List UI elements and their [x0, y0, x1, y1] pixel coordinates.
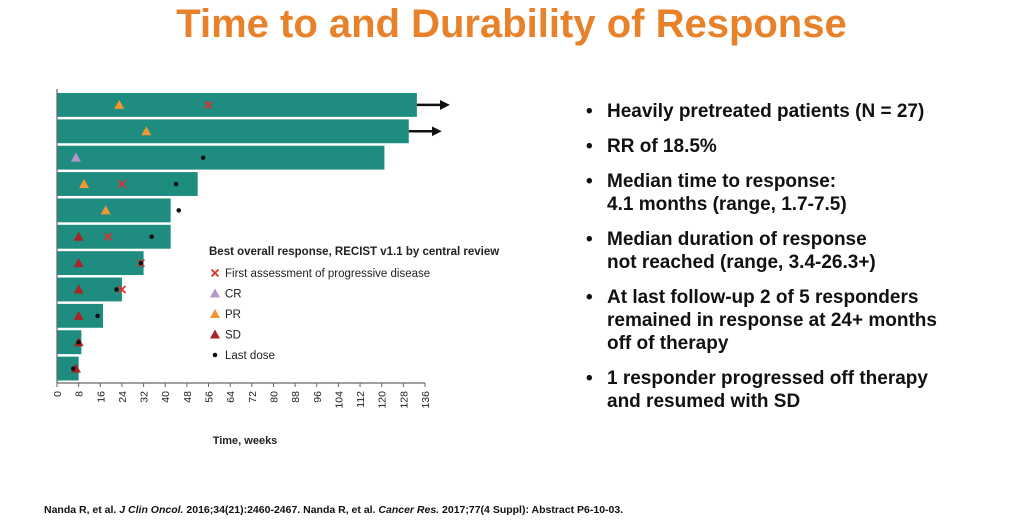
x-tick-label: 48: [182, 391, 194, 403]
last-dose-marker: [149, 234, 155, 240]
legend-cr-icon: [210, 288, 220, 298]
bullet-line: 4.1 months (range, 1.7-7.5): [607, 194, 847, 215]
bullet-item: RR of 18.5%: [586, 135, 1006, 158]
pd-cross-stroke: [210, 268, 220, 278]
bullet-line: off of therapy: [607, 333, 729, 354]
citation-text-3: 2017;77(4 Suppl): Abstract P6-10-03.: [439, 504, 624, 516]
last-dose-marker: [138, 260, 144, 266]
bullet-item: Median time to response:4.1 months (rang…: [586, 170, 1006, 216]
sd-response-marker: [73, 310, 84, 320]
patient-bar: [57, 251, 144, 276]
citation-journal-1: J Clin Oncol.: [119, 504, 184, 516]
progression-marker: [117, 179, 127, 189]
x-tick-label: 56: [204, 391, 216, 403]
bullet-line: Heavily pretreated patients (N = 27): [607, 101, 925, 122]
progression-marker: [204, 100, 213, 110]
patient-bar: [57, 198, 171, 223]
pr-response-marker: [114, 99, 125, 109]
x-tick-label: 64: [225, 391, 237, 403]
x-tick-label: 120: [377, 391, 389, 409]
pd-cross-stroke: [117, 179, 127, 189]
last-dose-marker: [95, 313, 100, 319]
patient-bar: [57, 172, 198, 196]
pr-response-marker: [79, 179, 90, 189]
bars-layer: [57, 93, 450, 381]
progression-marker: [104, 232, 113, 241]
x-tick-label: 32: [139, 391, 151, 403]
patient-bar: [57, 119, 409, 144]
pd-cross-stroke: [117, 285, 127, 294]
patient-bar: [57, 356, 79, 381]
pd-cross-stroke: [104, 232, 113, 241]
x-ticks: 0 8 16 24 32 40 48 56 64 72 80 88 96 104 112 120 128 136: [52, 383, 432, 409]
patient-bar: [57, 93, 417, 117]
last-dose-marker: [70, 366, 76, 371]
x-tick-label: 80: [268, 391, 280, 403]
bullet-line: At last follow-up 2 of 5 responders: [607, 287, 919, 308]
bullet-line: Median duration of response: [607, 229, 867, 250]
legend-pr-icon: [210, 309, 220, 318]
legend-title: Best overall response, RECIST v1.1 by ce…: [209, 246, 499, 258]
citation: Nanda R, et al. J Clin Oncol. 2016;34(21…: [44, 504, 623, 516]
bullet-line: remained in response at 24+ months: [607, 310, 937, 331]
patient-bar: [57, 277, 122, 302]
legend-pr-label: PR: [225, 309, 241, 321]
markers-layer: [70, 99, 213, 373]
x-tick-label: 0: [52, 391, 64, 397]
bullet-line: and resumed with SD: [607, 391, 801, 412]
x-tick-label: 88: [290, 391, 302, 403]
legend-sd-icon: [210, 329, 220, 339]
x-tick-label: 40: [160, 391, 172, 403]
x-tick-label: 24: [117, 391, 129, 403]
citation-journal-2: Cancer Res.: [378, 504, 440, 516]
bullet-line: 1 responder progressed off therapy: [607, 368, 928, 389]
legend-last-icon: [212, 352, 218, 358]
patient-bar: [57, 330, 82, 355]
legend-sd-label: SD: [225, 330, 241, 342]
legend-cr-label: CR: [225, 289, 242, 301]
patient-bar: [57, 224, 171, 249]
legend-pd-icon: [210, 268, 220, 278]
key-points-list: Heavily pretreated patients (N = 27) RR o…: [586, 100, 1006, 425]
progression-marker: [117, 285, 127, 294]
cr-response-marker: [70, 152, 81, 162]
last-dose-marker: [176, 208, 182, 213]
x-tick-label: 104: [333, 391, 345, 409]
last-dose-marker: [200, 155, 206, 160]
bullet-item: Heavily pretreated patients (N = 27): [586, 100, 1006, 123]
last-dose-marker: [173, 181, 179, 187]
bullet-line: not reached (range, 3.4-26.3+): [607, 252, 876, 273]
bullet-line: RR of 18.5%: [607, 136, 717, 157]
last-dose-marker: [114, 287, 119, 292]
sd-response-marker: [73, 231, 84, 241]
x-tick-label: 128: [398, 391, 410, 409]
pr-response-marker: [141, 126, 152, 136]
x-tick-label: 8: [74, 391, 86, 397]
last-dose-marker: [76, 339, 81, 345]
legend-pd-label: First assessment of progressive disease: [225, 268, 430, 280]
sd-response-marker: [73, 284, 84, 294]
bullet-item: At last follow-up 2 of 5 respondersremai…: [586, 286, 1006, 355]
x-tick-label: 112: [355, 391, 367, 408]
patient-bar: [57, 145, 385, 170]
citation-text-2: 2016;34(21):2460-2467. Nanda R, et al.: [183, 504, 379, 516]
x-tick-label: 16: [95, 391, 107, 403]
bullet-line: Median time to response:: [607, 171, 837, 192]
legend-last-label: Last dose: [225, 350, 275, 362]
legend: First assessment of progressive disease C…: [210, 268, 430, 362]
x-tick-label: 96: [312, 391, 324, 403]
x-axis-label: Time, weeks: [213, 435, 278, 447]
citation-text-1: Nanda R, et al.: [44, 504, 120, 516]
x-tick-label: 72: [247, 391, 259, 403]
pr-response-marker: [100, 205, 111, 215]
sd-response-marker: [73, 258, 84, 268]
pd-cross-stroke: [204, 100, 213, 110]
slide-title: Time to and Durability of Response: [176, 2, 847, 46]
x-tick-label: 136: [420, 391, 432, 409]
